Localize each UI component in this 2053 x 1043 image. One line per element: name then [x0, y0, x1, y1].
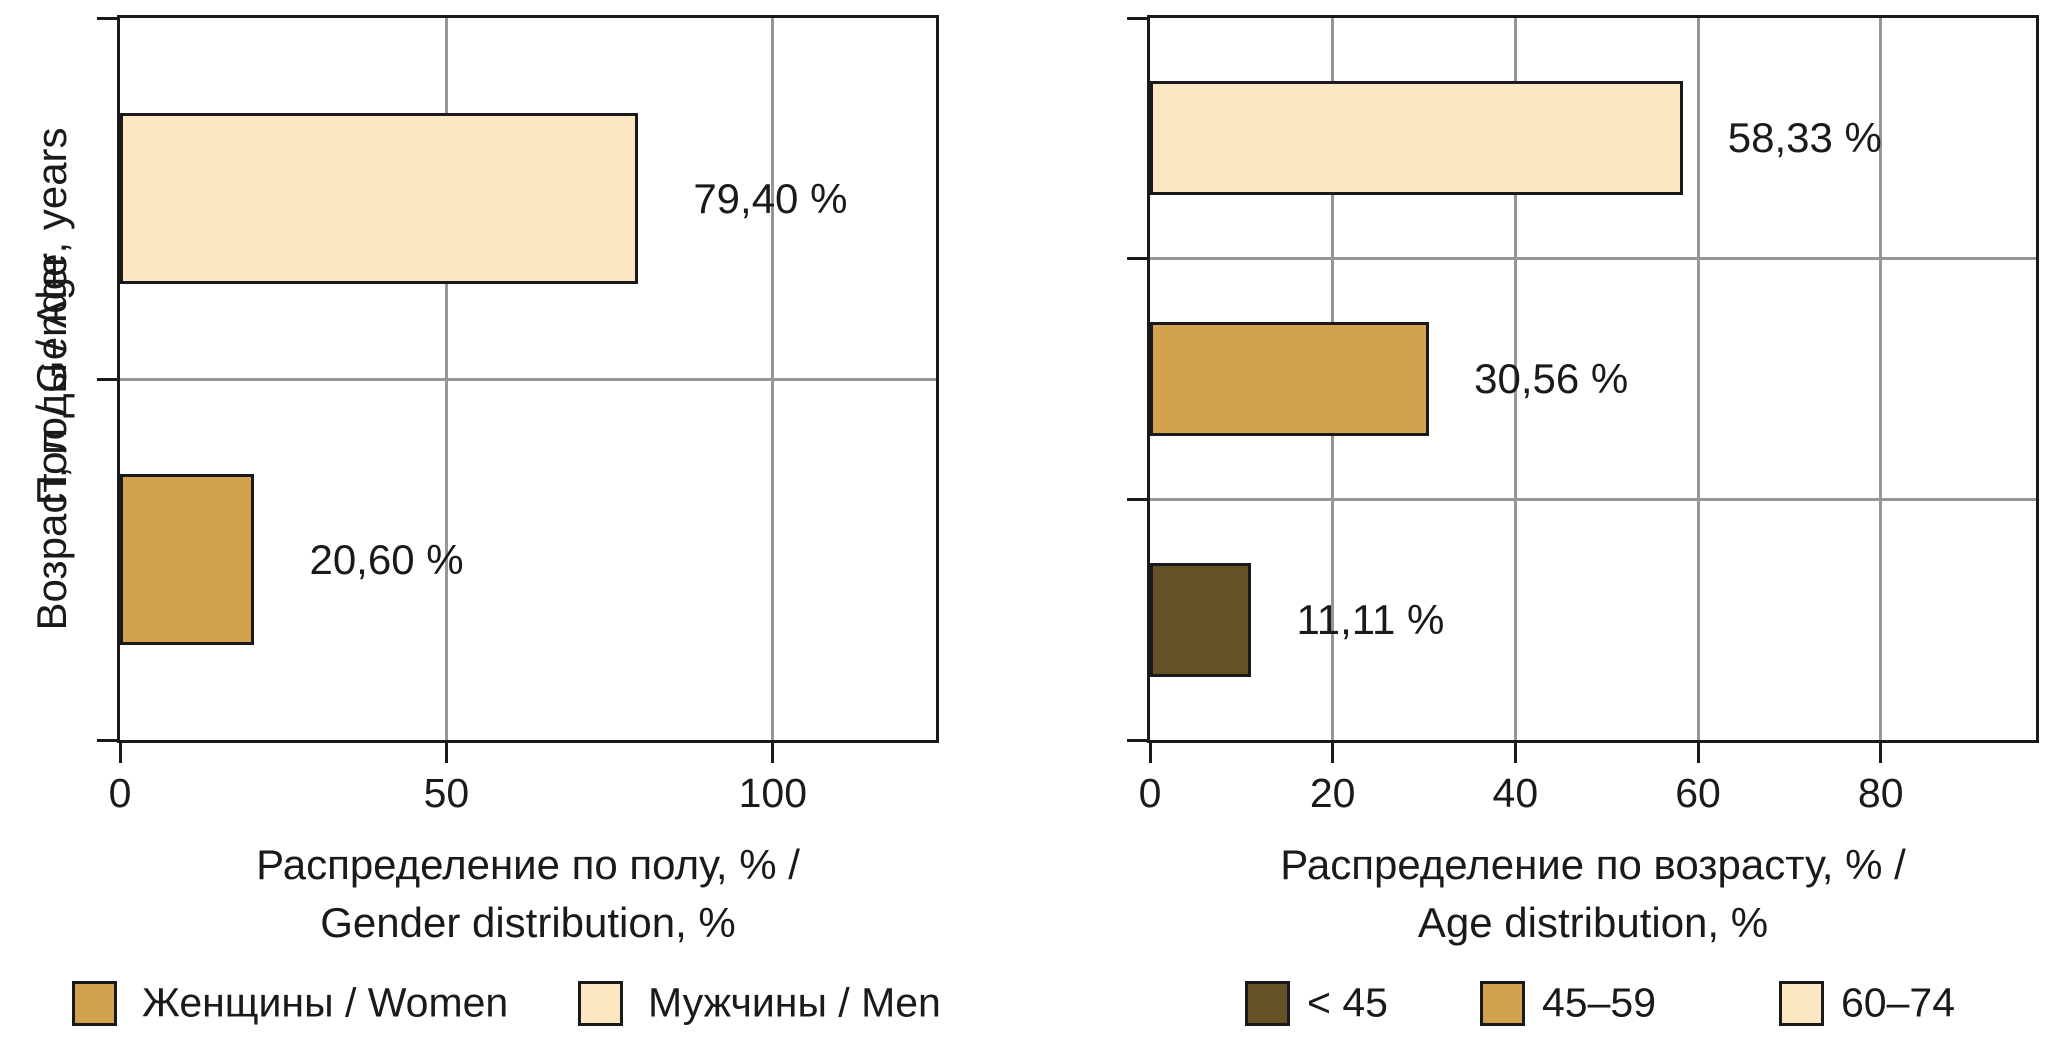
bar-value-label: 30,56 % — [1474, 355, 1629, 402]
x-tick-label: 40 — [1492, 770, 1539, 816]
legend-label: 45–59 — [1542, 979, 1657, 1026]
legend-swatch — [1480, 981, 1525, 1026]
legend-label: Женщины / Women — [142, 979, 509, 1026]
x-axis-title-line1: Распределение по возрасту, % / — [1280, 841, 1906, 888]
bar-women — [120, 473, 255, 646]
y-axis-title: Возраст, годы / Age, years — [28, 127, 75, 631]
x-tick-mark — [1696, 743, 1700, 763]
x-tick-mark — [1148, 743, 1152, 763]
x-tick-label: 20 — [1309, 770, 1356, 816]
y-tick-mark — [97, 377, 117, 381]
x-axis-title-line2: Age distribution, % — [1417, 899, 1769, 946]
x-tick-mark — [1879, 743, 1883, 763]
x-axis-title-line1: Распределение по полу, % / — [256, 841, 800, 888]
gridline-vertical — [1879, 18, 1883, 740]
legend-swatch — [72, 981, 117, 1026]
gridline-vertical — [1696, 18, 1700, 740]
bar-value-label: 58,33 % — [1727, 114, 1882, 162]
y-tick-mark — [1127, 497, 1147, 501]
y-tick-mark — [1127, 738, 1147, 742]
x-tick-label: 60 — [1675, 770, 1721, 816]
y-tick-mark — [1127, 16, 1147, 20]
x-tick-mark — [771, 743, 775, 763]
x-tick-mark — [118, 743, 122, 763]
x-tick-mark — [1513, 743, 1517, 763]
legend-swatch — [1779, 981, 1824, 1026]
plot-area — [1147, 15, 2039, 743]
legend-swatch — [578, 981, 623, 1026]
x-tick-label: 80 — [1857, 770, 1904, 816]
bar-value-label: 20,60 % — [309, 535, 464, 583]
y-tick-mark — [1127, 257, 1147, 261]
x-tick-mark — [1331, 743, 1335, 763]
x-tick-label: 0 — [1138, 770, 1162, 816]
bar-men — [120, 112, 639, 285]
bar-45-59 — [1150, 321, 1430, 437]
x-axis-title-line2: Gender distribution, % — [320, 899, 736, 946]
legend-label: 60–74 — [1841, 979, 1956, 1026]
gridline-horizontal — [120, 377, 936, 381]
bar-value-label: 79,40 % — [693, 174, 848, 222]
gridline-horizontal — [1150, 257, 2036, 261]
y-tick-mark — [97, 16, 117, 20]
gridline-vertical — [1513, 18, 1517, 740]
x-tick-label: 50 — [423, 770, 470, 816]
x-tick-label: 0 — [108, 770, 132, 816]
plot-area — [117, 15, 939, 743]
legend-label: < 45 — [1307, 979, 1388, 1026]
bar-value-label: 11,11 % — [1296, 595, 1445, 643]
y-tick-mark — [97, 738, 117, 742]
x-tick-mark — [444, 743, 448, 763]
bar-lt-45 — [1150, 562, 1252, 677]
legend-label: Мужчины / Men — [648, 979, 941, 1026]
gridline-horizontal — [1150, 497, 2036, 501]
bar-60-74 — [1150, 81, 1683, 196]
legend-swatch — [1245, 981, 1290, 1026]
x-tick-label: 100 — [738, 770, 808, 816]
